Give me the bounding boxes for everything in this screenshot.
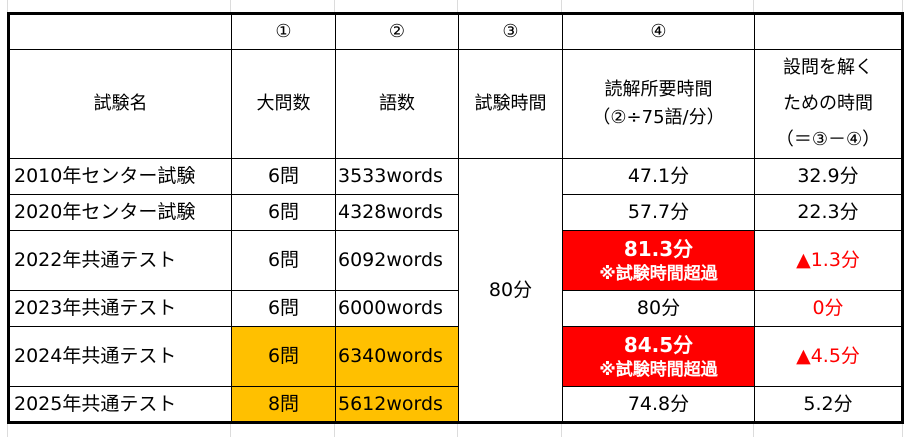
header-sections[interactable]: 大問数: [231, 49, 336, 159]
table-row: 2023年共通テスト 6問 6000words 80分 0分: [8, 290, 903, 327]
exam-name[interactable]: 2022年共通テスト: [8, 230, 232, 291]
answer-time[interactable]: ▲1.3分: [754, 230, 903, 291]
reading-time[interactable]: 57.7分: [562, 194, 755, 231]
answer-time[interactable]: 32.9分: [754, 158, 903, 195]
exam-name[interactable]: 2020年センター試験: [8, 194, 232, 231]
header-line: （②÷75語/分）: [592, 107, 725, 128]
sections[interactable]: 6問: [231, 158, 336, 195]
exam-name[interactable]: 2025年共通テスト: [8, 386, 232, 423]
header-line: 読解所要時間: [604, 79, 713, 100]
reading-time[interactable]: 80分: [562, 290, 755, 327]
column-number-3[interactable]: ③: [458, 13, 563, 50]
table-row: 2010年センター試験 6問 3533words 80分 47.1分 32.9分: [8, 158, 903, 423]
words[interactable]: 6340words: [335, 326, 459, 387]
reading-time-value: 84.5分: [623, 332, 694, 357]
cell[interactable]: [754, 13, 903, 50]
exam-name[interactable]: 2024年共通テスト: [8, 326, 232, 387]
answer-time[interactable]: 22.3分: [754, 194, 903, 231]
words[interactable]: 3533words: [335, 158, 459, 195]
table-row: 2022年共通テスト 6問 6092words 81.3分 ※試験時間超過 ▲1…: [8, 230, 903, 291]
header-exam-time[interactable]: 試験時間: [458, 49, 563, 159]
over-time-note: ※試験時間超過: [599, 359, 718, 380]
header-row: 試験名 大問数 語数 試験時間 読解所要時間 （②÷75語/分） 設問を解く た…: [8, 49, 903, 159]
header-line: 設問を解く: [783, 57, 873, 78]
comparison-table: ① ② ③ ④ 試験名 大問数 語数 試験時間 読解所要時間 （②÷75語/分）…: [7, 12, 904, 424]
reading-time-value: 81.3分: [623, 236, 694, 261]
exam-time-merged[interactable]: 80分: [458, 158, 563, 423]
reading-time[interactable]: 74.8分: [562, 386, 755, 423]
sections[interactable]: 6問: [231, 230, 336, 291]
over-time-note: ※試験時間超過: [599, 263, 718, 284]
header-line: ための時間: [783, 93, 873, 114]
table-row: 2025年共通テスト 8問 5612words 74.8分 5.2分: [8, 386, 903, 423]
exam-name[interactable]: 2010年センター試験: [8, 158, 232, 195]
column-number-4[interactable]: ④: [562, 13, 755, 50]
answer-time[interactable]: ▲4.5分: [754, 326, 903, 387]
reading-time-over[interactable]: 81.3分 ※試験時間超過: [562, 230, 755, 291]
words[interactable]: 4328words: [335, 194, 459, 231]
table-row: 2020年センター試験 6問 4328words 57.7分 22.3分: [8, 194, 903, 231]
sections[interactable]: 6問: [231, 326, 336, 387]
answer-time[interactable]: 0分: [754, 290, 903, 327]
reading-time[interactable]: 47.1分: [562, 158, 755, 195]
header-words[interactable]: 語数: [335, 49, 459, 159]
header-reading-time[interactable]: 読解所要時間 （②÷75語/分）: [562, 49, 755, 159]
reading-time-over[interactable]: 84.5分 ※試験時間超過: [562, 326, 755, 387]
column-number-1[interactable]: ①: [231, 13, 336, 50]
sections[interactable]: 6問: [231, 290, 336, 327]
answer-time[interactable]: 5.2分: [754, 386, 903, 423]
words[interactable]: 6000words: [335, 290, 459, 327]
cell[interactable]: [8, 13, 232, 50]
sections[interactable]: 8問: [231, 386, 336, 423]
number-row: ① ② ③ ④: [8, 13, 903, 50]
sections[interactable]: 6問: [231, 194, 336, 231]
header-answer-time[interactable]: 設問を解く ための時間 （＝③－④）: [754, 49, 903, 159]
words[interactable]: 6092words: [335, 230, 459, 291]
column-number-2[interactable]: ②: [335, 13, 459, 50]
table-row: 2024年共通テスト 6問 6340words 84.5分 ※試験時間超過 ▲4…: [8, 326, 903, 387]
header-line: （＝③－④）: [775, 129, 881, 150]
words[interactable]: 5612words: [335, 386, 459, 423]
header-exam-name[interactable]: 試験名: [8, 49, 232, 159]
exam-name[interactable]: 2023年共通テスト: [8, 290, 232, 327]
